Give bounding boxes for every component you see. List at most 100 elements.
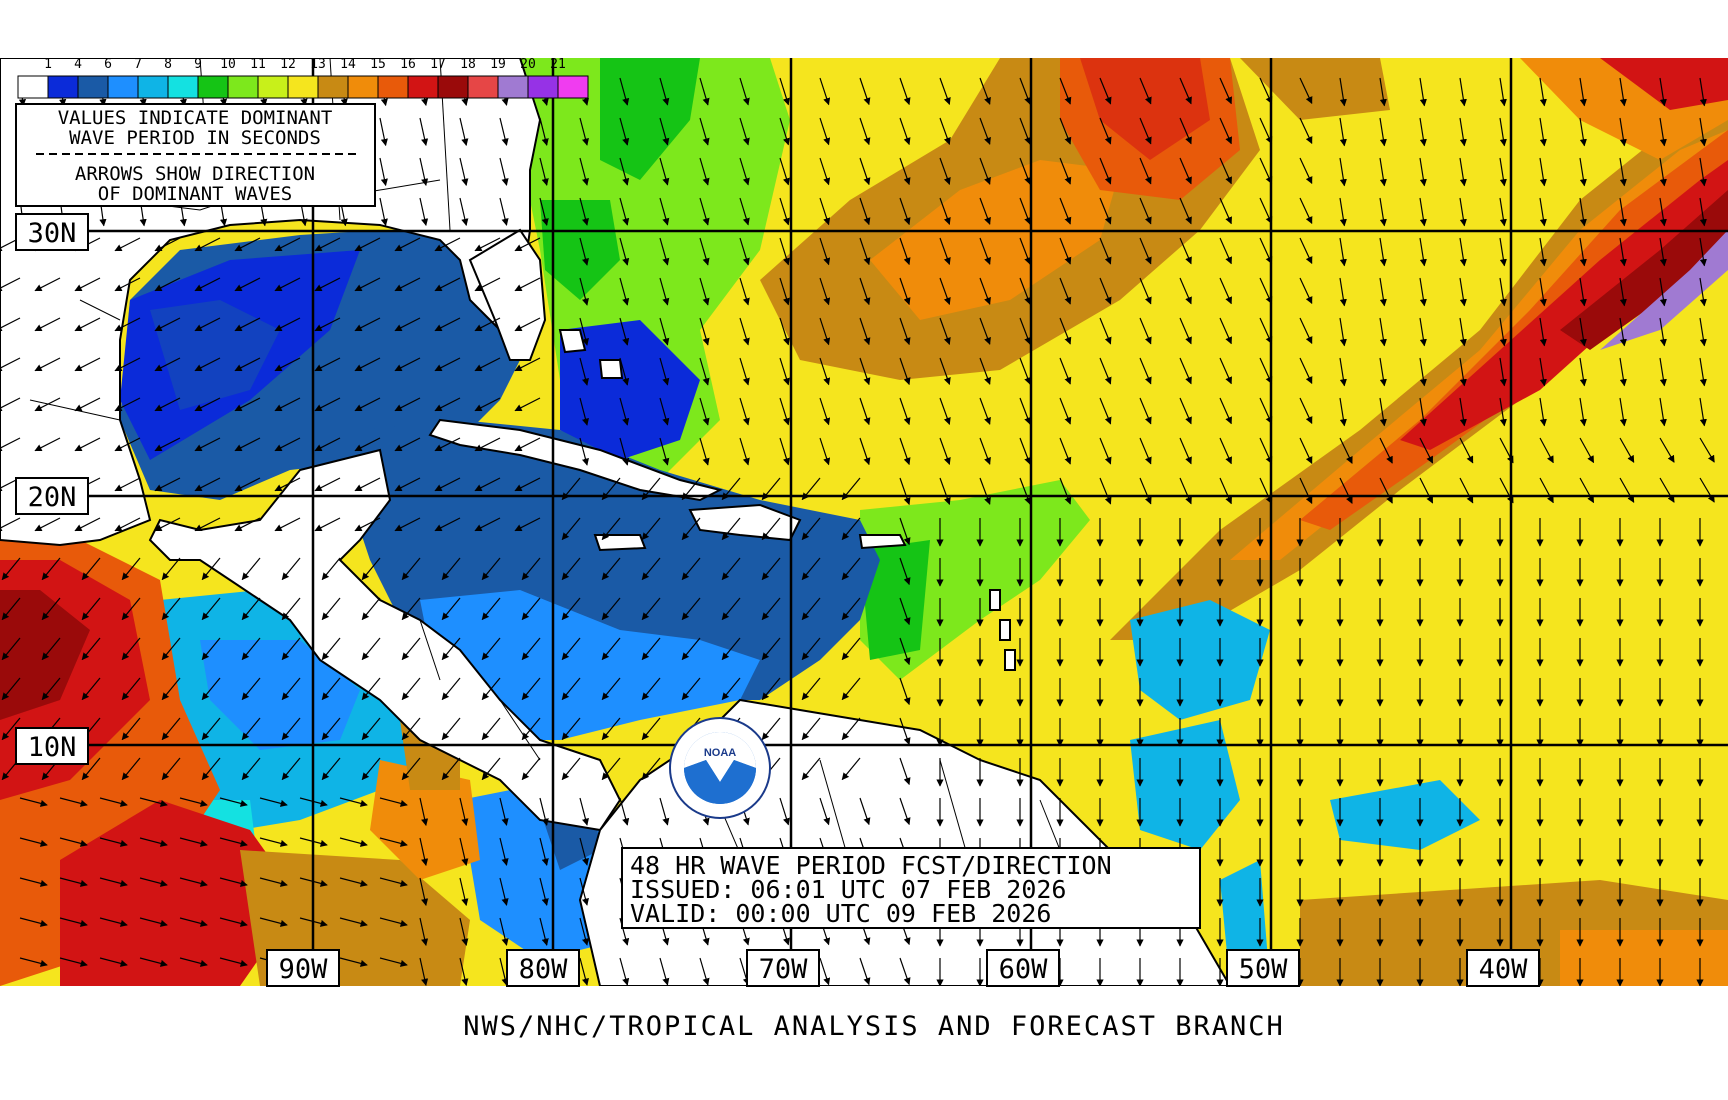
wave-direction-arrow — [81, 557, 101, 581]
wave-direction-arrow — [1259, 117, 1273, 145]
wave-direction-arrow — [394, 397, 421, 412]
wave-direction-arrow — [699, 237, 710, 266]
wave-direction-arrow — [979, 397, 991, 425]
wave-direction-arrow — [219, 917, 248, 927]
wave-direction-arrow — [281, 717, 301, 741]
wave-direction-arrow — [514, 437, 541, 452]
wave-direction-arrow — [1699, 277, 1707, 307]
wave-direction-arrow — [154, 517, 181, 532]
wave-direction-arrow — [354, 517, 381, 532]
wave-direction-arrow — [659, 197, 670, 226]
wave-direction-arrow — [0, 277, 21, 292]
wave-direction-arrow — [859, 437, 871, 466]
wave-direction-arrow — [441, 677, 461, 701]
wave-direction-arrow — [779, 77, 790, 106]
wave-direction-arrow — [1699, 77, 1707, 107]
wave-direction-arrow — [1139, 277, 1152, 305]
wave-direction-arrow — [314, 277, 341, 292]
wave-direction-arrow — [1, 717, 21, 741]
legend-swatch — [227, 75, 259, 99]
wave-direction-arrow — [1139, 477, 1152, 505]
wave-direction-arrow — [721, 557, 741, 581]
wave-direction-arrow — [1, 597, 21, 621]
wave-direction-arrow — [819, 357, 831, 386]
wave-direction-arrow — [219, 837, 248, 847]
wave-direction-arrow — [1699, 477, 1715, 503]
wave-direction-arrow — [1019, 437, 1032, 465]
wave-direction-arrow — [1139, 317, 1152, 345]
wave-direction-arrow — [1099, 237, 1112, 265]
wave-direction-arrow — [34, 437, 61, 452]
wave-direction-arrow — [121, 717, 141, 741]
wave-direction-arrow — [779, 437, 790, 466]
wave-direction-arrow — [194, 237, 221, 252]
wave-direction-arrow — [1579, 357, 1587, 387]
wave-direction-arrow — [1099, 437, 1112, 465]
wave-direction-arrow — [1699, 317, 1707, 347]
wave-direction-arrow — [1259, 317, 1273, 345]
wave-direction-arrow — [19, 957, 48, 967]
wave-direction-arrow — [401, 557, 421, 581]
wave-direction-arrow — [1139, 397, 1152, 425]
wave-direction-arrow — [259, 877, 288, 887]
land-lesser-antilles — [989, 589, 1016, 671]
wave-direction-arrow — [114, 237, 141, 252]
wave-direction-arrow — [339, 917, 368, 927]
wave-direction-arrow — [1299, 357, 1313, 385]
wave-direction-arrow — [514, 357, 541, 372]
wave-direction-arrow — [619, 277, 630, 306]
lat-label-20n: 20N — [28, 482, 77, 513]
wave-direction-arrow — [274, 277, 301, 292]
wave-direction-arrow — [819, 197, 831, 226]
wave-direction-arrow — [521, 597, 541, 621]
wave-direction-arrow — [19, 837, 48, 847]
wave-direction-arrow — [619, 397, 630, 426]
wave-direction-arrow — [41, 597, 61, 621]
wave-direction-arrow — [761, 677, 781, 701]
wave-direction-arrow — [441, 597, 461, 621]
wave-direction-arrow — [1179, 317, 1192, 345]
wave-direction-arrow — [779, 797, 790, 826]
wave-direction-arrow — [514, 397, 541, 412]
wave-direction-arrow — [619, 317, 630, 346]
wave-direction-arrow — [779, 397, 790, 426]
wave-direction-arrow — [121, 557, 141, 581]
wave-direction-arrow — [194, 357, 221, 372]
wave-direction-arrow — [1179, 477, 1192, 505]
wave-direction-arrow — [539, 197, 549, 226]
wave-direction-arrow — [1019, 237, 1032, 265]
wave-direction-arrow — [739, 357, 750, 386]
wave-direction-arrow — [321, 677, 341, 701]
wave-direction-arrow — [1099, 397, 1112, 425]
wave-direction-arrow — [859, 197, 871, 226]
wave-direction-arrow — [1299, 157, 1313, 185]
wave-direction-arrow — [499, 117, 509, 146]
wave-direction-arrow — [1419, 357, 1427, 387]
wave-direction-arrow — [434, 277, 461, 292]
wave-direction-arrow — [1459, 357, 1467, 387]
wave-direction-arrow — [201, 717, 221, 741]
legend-swatch — [347, 75, 379, 99]
wave-direction-arrow — [1579, 77, 1587, 107]
legend-tick-label: 4 — [74, 57, 82, 72]
wave-direction-arrow — [419, 797, 429, 827]
wave-direction-arrow — [154, 237, 181, 252]
wave-direction-arrow — [579, 437, 589, 466]
wave-direction-arrow — [114, 397, 141, 412]
wave-direction-arrow — [361, 757, 381, 781]
wave-direction-arrow — [739, 397, 750, 426]
wave-direction-arrow — [521, 757, 541, 781]
lon-label-40w: 40W — [1479, 954, 1529, 985]
wave-direction-arrow — [1179, 437, 1192, 465]
info-line-1: VALUES INDICATE DOMINANT — [58, 107, 333, 129]
wave-direction-arrow — [419, 957, 429, 986]
wave-direction-arrow — [1259, 397, 1273, 425]
wave-direction-arrow — [1539, 77, 1547, 107]
wave-direction-arrow — [394, 277, 421, 292]
wave-direction-arrow — [1539, 437, 1554, 464]
wave-direction-arrow — [899, 717, 911, 746]
wave-direction-arrow — [241, 757, 261, 781]
wave-direction-arrow — [81, 637, 101, 661]
wave-direction-arrow — [979, 277, 991, 305]
color-legend: 1 4 6 7 8 9 10 11 12 13 14 15 16 17 18 19 20 21 — [17, 57, 589, 99]
